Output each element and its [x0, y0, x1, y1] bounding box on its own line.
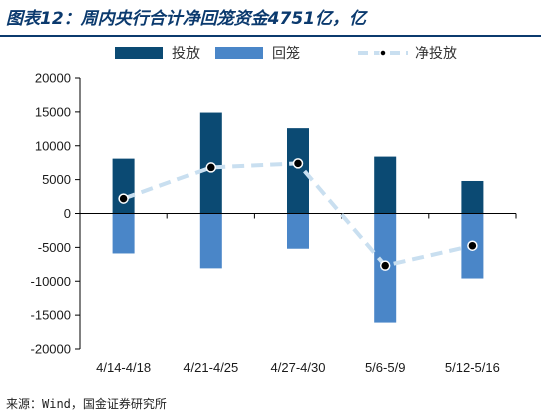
y-tick-label: 10000 — [35, 138, 71, 153]
chart-title: 图表12：周内央行合计净回笼资金4751亿，亿 — [6, 9, 366, 29]
bar-issuance — [461, 180, 484, 214]
point-net — [292, 158, 304, 169]
bar-issuance — [374, 156, 397, 214]
y-tick-label: -5000 — [38, 240, 71, 255]
plot-area: -20000 -15000 -10000 -5000 0 5000 10000 15000 20… — [31, 71, 517, 375]
source-note: 来源：Wind，国金证券研究所 — [6, 397, 167, 411]
legend: 投放 回笼 净投放 — [115, 45, 457, 62]
y-tick-label: 5000 — [42, 172, 71, 187]
chart: 投放 回笼 净投放 -20000 -15000 -10000 -5000 0 5000 10… — [31, 45, 517, 375]
legend-label-maturity: 回笼 — [272, 45, 300, 62]
x-tick-label: 5/6-5/9 — [365, 360, 405, 375]
y-tick-label: -10000 — [31, 274, 71, 289]
bar-maturity — [112, 213, 135, 254]
legend-marker-net — [379, 49, 387, 57]
point-net — [379, 260, 391, 271]
x-tick-label: 4/27-4/30 — [271, 360, 326, 375]
x-tick-label: 5/12-5/16 — [445, 360, 500, 375]
legend-label-issuance: 投放 — [172, 46, 200, 62]
bar-issuance — [287, 128, 309, 214]
legend-label-net: 净投放 — [415, 46, 457, 62]
y-tick-label: -15000 — [31, 308, 71, 323]
bar-maturity — [287, 213, 309, 249]
title-divider — [0, 35, 541, 37]
legend-swatch-maturity — [215, 47, 263, 59]
point-net — [205, 162, 217, 173]
bar-maturity — [199, 213, 222, 269]
bar-issuance — [112, 158, 135, 214]
y-tick-label: 15000 — [35, 104, 71, 119]
x-tick-label: 4/21-4/25 — [183, 360, 238, 375]
point-net — [118, 193, 129, 204]
legend-swatch-issuance — [115, 47, 163, 59]
y-tick-label: 0 — [64, 206, 71, 221]
y-tick-label: -20000 — [31, 342, 71, 357]
point-net — [467, 240, 478, 251]
y-tick-label: 20000 — [35, 71, 71, 86]
x-tick-label: 4/14-4/18 — [96, 360, 151, 375]
